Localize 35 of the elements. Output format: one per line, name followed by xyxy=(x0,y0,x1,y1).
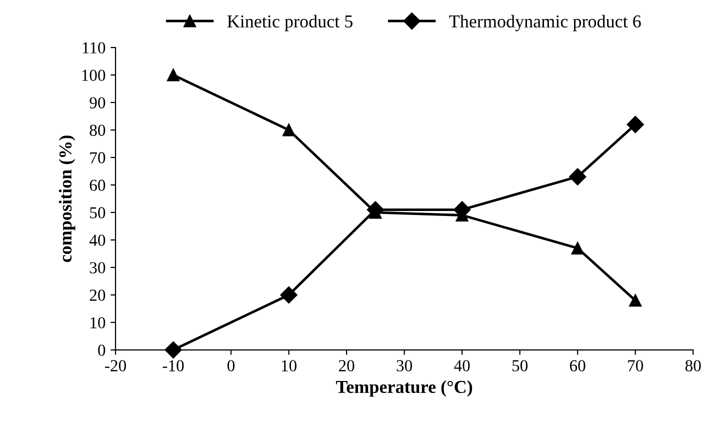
point xyxy=(571,242,584,254)
point xyxy=(164,341,182,358)
x-tick-label: 70 xyxy=(628,360,644,372)
y-tick-label: 20 xyxy=(90,290,106,301)
y-tick-label: 80 xyxy=(90,124,106,136)
point xyxy=(569,168,586,186)
y-tick-label: 10 xyxy=(90,317,106,328)
x-axis-title: Temperature (°C) xyxy=(336,380,472,397)
point xyxy=(280,286,298,304)
y-tick-label: 0 xyxy=(98,344,106,356)
x-tick-label: 50 xyxy=(512,360,528,372)
y-tick-label: 30 xyxy=(90,262,106,274)
point xyxy=(167,68,180,82)
x-tick-label: 80 xyxy=(685,360,701,372)
point xyxy=(629,294,642,307)
y-tick-label: 70 xyxy=(90,152,106,164)
y-axis-title: composition (%) xyxy=(58,136,76,262)
y-tick-label: 60 xyxy=(90,180,106,191)
y-tick-label: 50 xyxy=(90,207,106,218)
legend-label: Thermodynamic product 6 xyxy=(449,14,641,32)
y-tick-label: 100 xyxy=(82,70,106,81)
x-tick-label: 30 xyxy=(396,360,412,372)
y-tick-label: 90 xyxy=(90,97,106,108)
legend-label: Kinetic product 5 xyxy=(227,14,352,32)
point xyxy=(626,116,644,134)
point xyxy=(282,124,296,136)
y-tick-label: 40 xyxy=(89,234,106,246)
x-tick-label: 60 xyxy=(570,360,586,372)
x-tick-label: -20 xyxy=(105,360,126,372)
y-tick-label: 110 xyxy=(82,42,106,54)
x-tick-label: 0 xyxy=(228,360,235,372)
x-tick-label: 10 xyxy=(282,360,296,372)
x-tick-label: -10 xyxy=(162,360,184,372)
x-tick-label: 40 xyxy=(454,360,470,372)
x-tick-label: 20 xyxy=(338,360,354,372)
